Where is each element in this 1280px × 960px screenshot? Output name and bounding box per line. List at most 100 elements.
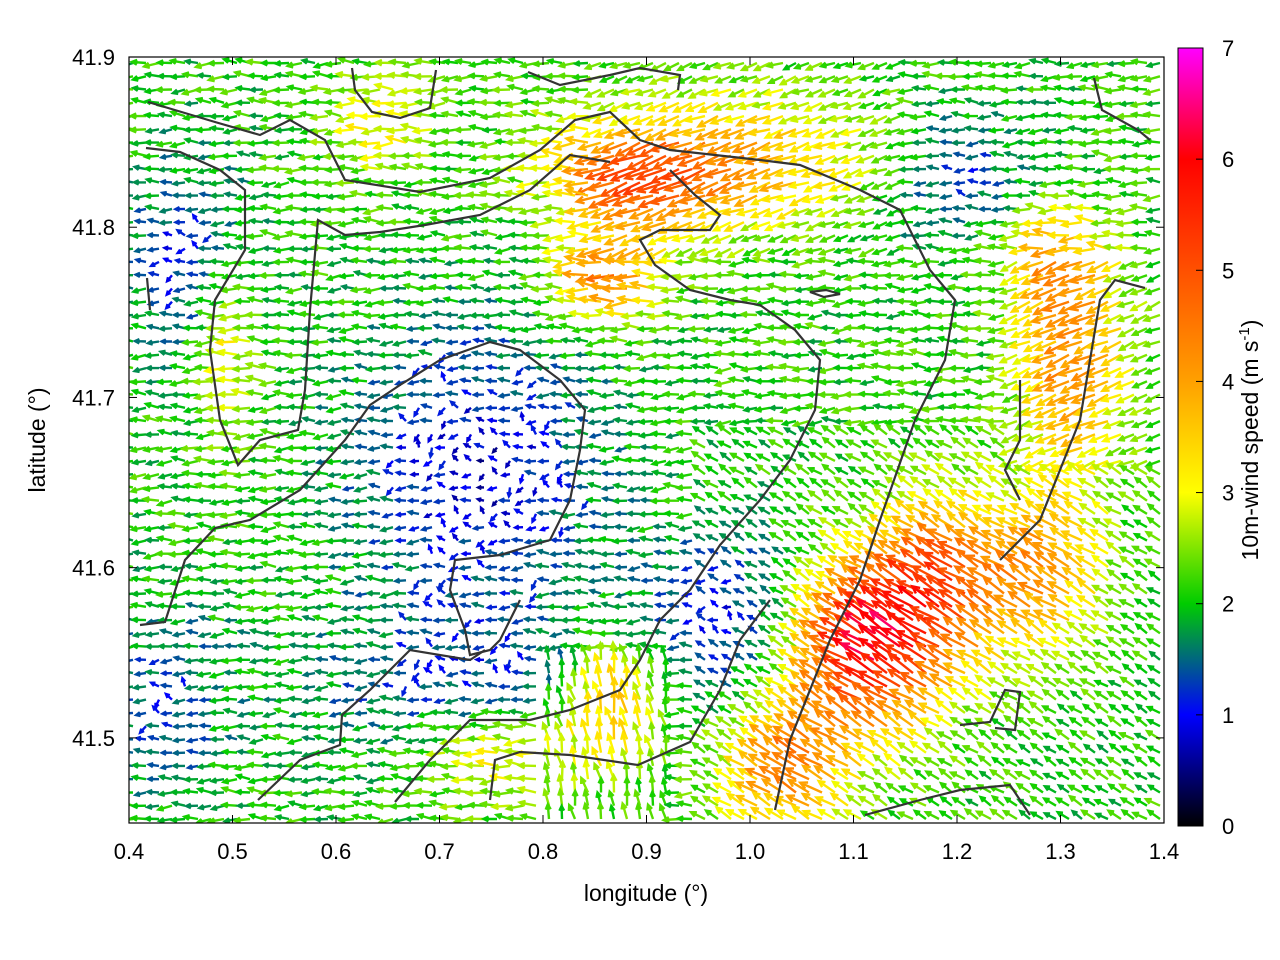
- wind-arrow: [923, 231, 940, 239]
- wind-arrow: [312, 61, 329, 69]
- wind-arrow: [457, 298, 472, 305]
- wind-arrow: [1068, 313, 1096, 326]
- wind-arrow: [923, 110, 940, 118]
- wind-arrow: [817, 391, 836, 399]
- wind-arrow: [340, 416, 355, 424]
- wind-arrow: [739, 75, 758, 83]
- wind-arrow: [872, 101, 888, 110]
- wind-arrow: [271, 258, 290, 266]
- wind-arrow: [195, 72, 212, 79]
- wind-arrow: [194, 126, 212, 134]
- wind-arrow: [428, 164, 446, 172]
- wind-arrow: [1028, 164, 1044, 171]
- wind-arrow: [469, 283, 485, 290]
- wind-arrow: [735, 207, 758, 217]
- wind-arrow: [856, 207, 875, 216]
- wind-arrow: [883, 378, 901, 386]
- wind-arrow: [817, 220, 836, 228]
- wind-arrow: [700, 234, 719, 244]
- wind-arrow: [997, 327, 1018, 336]
- wind-arrow: [997, 234, 1018, 243]
- wind-arrow: [313, 364, 329, 371]
- wind-arrow: [479, 141, 498, 149]
- wind-arrow: [157, 219, 173, 226]
- wind-arrow: [470, 350, 485, 357]
- wind-arrow: [364, 365, 381, 373]
- wind-arrow: [762, 88, 784, 97]
- wind-arrow: [646, 312, 667, 321]
- wind-arrow: [272, 349, 290, 357]
- wind-arrow: [791, 365, 810, 373]
- wind-arrow: [659, 75, 680, 83]
- wind-arrow: [989, 165, 1005, 173]
- wind-arrow: [713, 380, 732, 388]
- wind-arrow: [844, 376, 862, 385]
- wind-arrow: [367, 404, 381, 412]
- wind-arrow: [661, 363, 680, 371]
- wind-arrow: [143, 192, 160, 200]
- wind-arrow: [1091, 190, 1109, 198]
- wind-arrow: [504, 205, 524, 213]
- wind-arrow: [766, 234, 784, 243]
- wind-arrow: [429, 230, 446, 237]
- wind-arrow: [129, 150, 147, 157]
- wind-arrow: [365, 336, 381, 344]
- wind-arrow: [896, 140, 914, 148]
- wind-arrow: [804, 321, 823, 330]
- wind-arrow: [976, 138, 992, 146]
- wind-arrow: [1086, 260, 1109, 274]
- wind-arrow: [324, 393, 342, 401]
- wind-arrow: [391, 351, 407, 359]
- wind-arrow: [832, 260, 849, 268]
- wind-arrow: [224, 220, 238, 227]
- wind-arrow: [208, 258, 225, 265]
- wind-arrow: [600, 273, 628, 283]
- wind-arrow: [193, 340, 212, 348]
- wind-arrow: [221, 73, 238, 81]
- wind-arrow: [818, 75, 836, 84]
- wind-arrow: [675, 393, 693, 401]
- wind-arrow: [908, 406, 927, 415]
- wind-arrow: [648, 141, 680, 153]
- wind-arrow: [299, 206, 316, 213]
- colorbar-tick-label: 5: [1222, 258, 1234, 283]
- wind-arrow: [1104, 176, 1122, 184]
- wind-arrow: [817, 269, 836, 277]
- wind-arrow: [1040, 75, 1057, 83]
- wind-arrow: [1128, 203, 1148, 211]
- wind-arrow: [610, 352, 628, 360]
- wind-arrow: [491, 176, 511, 184]
- wind-arrow: [446, 366, 459, 373]
- wind-arrow: [766, 75, 784, 84]
- wind-arrow: [1001, 166, 1018, 174]
- wind-arrow: [612, 389, 628, 396]
- wind-arrow: [172, 206, 186, 213]
- wind-arrow: [129, 365, 134, 370]
- wind-arrow: [751, 101, 771, 109]
- wind-arrow: [719, 128, 745, 140]
- wind-arrow: [731, 181, 758, 191]
- wind-arrow: [924, 336, 940, 344]
- wind-arrow: [591, 234, 615, 243]
- wind-arrow: [1014, 138, 1031, 146]
- wind-arrow: [132, 271, 147, 279]
- wind-arrow: [506, 176, 524, 184]
- wind-arrow: [1104, 138, 1122, 146]
- wind-arrow: [1045, 353, 1070, 368]
- wind-arrow: [273, 71, 290, 79]
- wind-arrow: [859, 234, 875, 242]
- wind-arrow: [432, 323, 446, 330]
- wind-arrow: [333, 101, 355, 110]
- wind-arrow: [679, 181, 706, 197]
- wind-arrow: [286, 125, 302, 133]
- wind-arrow: [812, 181, 836, 190]
- wind-arrow: [858, 181, 875, 191]
- wind-arrow: [129, 419, 134, 423]
- wind-arrow: [765, 61, 784, 69]
- wind-arrow: [858, 352, 875, 359]
- x-tick-label: 1.3: [1045, 839, 1076, 864]
- wind-arrow: [442, 165, 459, 173]
- wind-arrow: [437, 406, 446, 417]
- wind-arrow: [751, 255, 771, 264]
- wind-arrow: [857, 221, 875, 229]
